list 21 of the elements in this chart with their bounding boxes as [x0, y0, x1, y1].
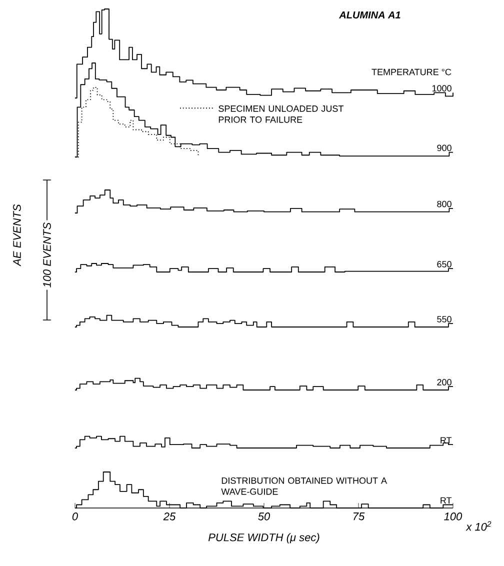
series-label: 900	[437, 144, 452, 152]
series-label: 800	[437, 200, 452, 208]
chart-title: ALUMINA A1	[338, 12, 400, 18]
text: x 10$^{2}$	[466, 521, 492, 531]
series-label: 550	[437, 316, 452, 322]
series-label: 200	[437, 379, 452, 386]
x-tick-label: 25	[163, 512, 176, 520]
x-tick-label: 100	[444, 512, 462, 520]
annotation: DISTRIBUTION OBTAINED WITHOUT A WAVE-GUIDE	[221, 477, 388, 495]
series-label: 650	[437, 261, 452, 268]
series-label: 1000	[432, 85, 452, 92]
annotation: TEMPERATURE °C	[372, 68, 452, 76]
x-tick-label: 0	[72, 512, 78, 520]
legend-label: SPECIMEN UNLOADED JUST PRIOR TO FAILURE	[218, 105, 344, 123]
series-label: RT	[440, 437, 452, 444]
series-label: RT	[440, 497, 452, 504]
x-tick-label: 75	[354, 512, 365, 520]
y-axis-title: AE EVENTS	[13, 204, 21, 266]
text: 100 EVENTS	[43, 222, 51, 288]
x-axis-title: PULSE WIDTH (μ sec)	[208, 533, 320, 544]
x-tick-label: 50	[258, 512, 270, 520]
